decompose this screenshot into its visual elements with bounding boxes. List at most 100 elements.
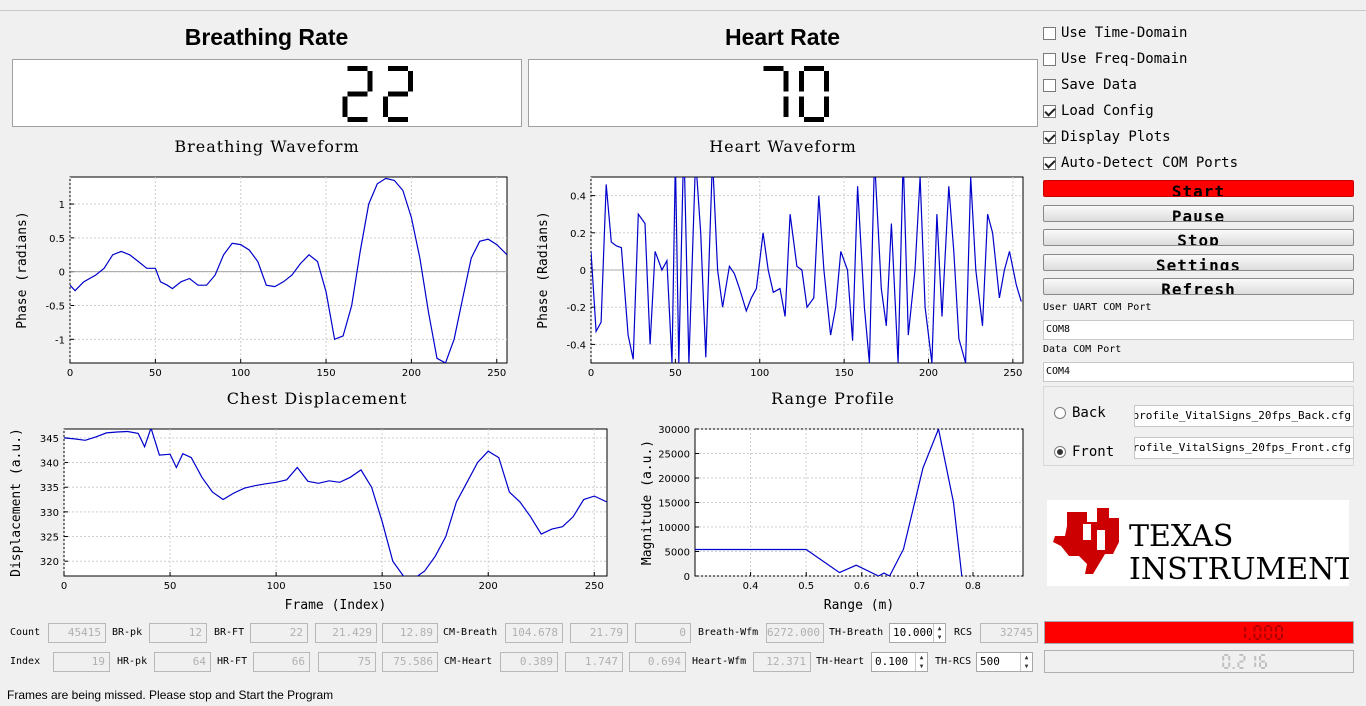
series-line [695,429,963,576]
count-value: 45415 [48,623,106,643]
load-config-checkbox[interactable]: Load Config [1043,100,1343,122]
settings-button[interactable]: Settings [1043,254,1354,271]
pause-button[interactable]: Pause [1043,205,1354,222]
cm-breath-value: 104.678 [505,623,563,643]
br-ft-value: 22 [250,623,308,643]
br-ft-label: BR-FT [214,627,245,638]
y-tick-label: 25000 [658,450,690,461]
back-config-path[interactable]: xwr1642_profile_VitalSigns_20fps_Back.cf… [1134,405,1354,427]
y-tick-label: 330 [40,508,59,519]
auto-detect-com-ports-checkbox[interactable]: Auto-Detect COM Ports [1043,152,1343,174]
save-data-checkbox[interactable]: Save Data [1043,74,1343,96]
refresh-button[interactable]: Refresh [1043,278,1354,295]
br-pk-label: BR-pk [112,627,143,638]
x-tick-label: 100 [750,368,769,379]
use-time-domain-checkbox[interactable]: Use Time-Domain [1043,22,1343,44]
y-tick-label: 10000 [658,523,690,534]
checkbox-box[interactable] [1043,104,1056,118]
th-rcs-spinbox[interactable]: 500 ▲ ▼ [976,652,1033,672]
threshold-digit [1232,667,1235,669]
index-value: 19 [53,652,110,672]
y-axis-label: Displacement (a.u.) [9,428,24,577]
checkbox-box[interactable] [1043,52,1056,66]
hr-value-2: 75.586 [382,652,438,672]
x-tick-label: 0 [61,581,67,592]
cm-breath-value-2: 21.79 [570,623,628,643]
rcs-indicator-bar [1044,621,1354,644]
x-tick-label: 0 [588,368,594,379]
rcs-digit [1275,625,1283,640]
data-com-port-field[interactable]: COM4 [1043,362,1354,382]
uart-com-port-label: User UART COM Port [1043,302,1152,313]
x-tick-label: 150 [317,368,336,379]
y-tick-label: 325 [40,533,59,544]
uart-com-port-field[interactable]: COM8 [1043,320,1354,340]
stop-button[interactable]: Stop [1043,229,1354,246]
heart-waveform-title: Heart Waveform [709,137,857,156]
plot-area [69,176,508,364]
radio-dot[interactable] [1054,446,1066,458]
checkbox-box[interactable] [1043,156,1056,170]
breathing-digit [383,66,413,122]
th-heart-spinbox[interactable]: 0.100 ▲ ▼ [871,652,928,672]
breath-wfm-value: 6272.000 [766,623,824,643]
x-tick-label: 150 [835,368,854,379]
start-button[interactable]: Start [1043,180,1354,197]
y-tick-label: 340 [40,459,59,470]
rcs-digit [1244,627,1247,638]
checkbox-box[interactable] [1043,130,1056,144]
chest-displacement-plot: 345 340 335 330 325 320 0 50 100 150 200 250 Displac… [0,412,620,616]
hr-pk-value: 64 [154,652,211,672]
front-config-path[interactable]: xwr1642_profile_VitalSigns_20fps_Front.c… [1134,437,1354,459]
heart-rate-display [528,59,1038,127]
spin-arrows-icon[interactable]: ▲ ▼ [1020,653,1032,671]
heart-rate-title: Heart Rate [724,24,841,50]
breathing-rate-display [12,59,522,127]
threshold-digit [1222,654,1231,669]
texas-instruments-logo: TEXAS INSTRUMENTS [1047,500,1366,587]
threshold-digit [1237,654,1246,669]
y-tick-label: 0 [580,266,586,277]
chest-displacement-title: Chest Displacement [226,389,408,408]
x-tick-label: 0.6 [854,581,870,592]
br-value-1: 21.429 [315,623,377,643]
top-divider [0,10,1366,11]
cm-breath-value-3: 0 [635,623,691,643]
y-tick-label: 1 [59,200,65,211]
index-label: Index [10,656,41,667]
checkbox-box[interactable] [1043,26,1056,40]
use-freq-domain-checkbox[interactable]: Use Freq-Domain [1043,48,1343,70]
y-axis-label: Magnitude (a.u.) [640,440,655,565]
rcs-value: 32745 [980,623,1038,643]
config-radio-group: Back xwr1642_profile_VitalSigns_20fps_Ba… [1043,386,1354,466]
cm-heart-label: CM-Heart [444,656,493,667]
hr-value-1: 75 [318,652,376,672]
th-breath-spinbox[interactable]: 10.000 ▲ ▼ [889,623,946,643]
y-tick-label: -1 [55,335,65,346]
threshold-digit [1254,656,1257,667]
cm-heart-value: 0.389 [500,652,558,672]
th-rcs-label: TH-RCS [935,656,972,667]
breathing-waveform-plot: 1 0.5 0 -0.5 -1 0 50 100 150 200 250 Phase (radians… [0,160,520,385]
back-radio[interactable]: Back [1054,405,1106,421]
options-panel: Use Time-Domain Use Freq-Domain Save Dat… [1043,22,1343,174]
heart-waveform-plot: 0.4 0.2 0 -0.2 -0.4 0 50 100 150 200 250 Phase (Rad… [520,160,1040,385]
y-axis-label: Phase (radians) [15,211,30,328]
rcs-digit [1253,625,1262,640]
display-plots-checkbox[interactable]: Display Plots [1043,126,1343,148]
heart-digit [799,66,829,122]
radio-dot[interactable] [1054,407,1066,419]
cm-heart-value-2: 1.747 [565,652,623,672]
x-tick-label: 250 [1003,368,1022,379]
x-tick-label: 250 [585,581,604,592]
br-pk-value: 12 [149,623,207,643]
breath-wfm-label: Breath-Wfm [698,627,759,638]
ti-logo-line2: INSTRUMENTS [1129,552,1349,586]
hr-ft-value: 66 [253,652,310,672]
checkbox-box[interactable] [1043,78,1056,92]
spin-arrows-icon[interactable]: ▲ ▼ [933,624,945,642]
x-tick-label: 200 [479,581,498,592]
data-com-port-label: Data COM Port [1043,344,1122,355]
spin-arrows-icon[interactable]: ▲ ▼ [915,653,927,671]
front-radio[interactable]: Front [1054,444,1114,460]
